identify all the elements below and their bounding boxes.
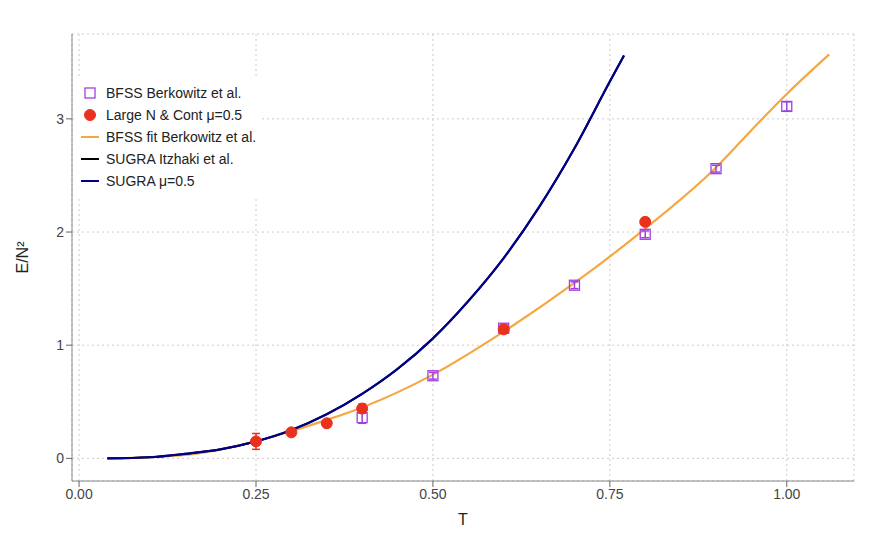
svg-text:1: 1 bbox=[56, 337, 64, 353]
html-text:BFSS fit Berkowitz et al.: BFSS fit Berkowitz et al. bbox=[106, 129, 257, 145]
svg-text:1.00: 1.00 bbox=[773, 486, 800, 502]
svg-text:0.75: 0.75 bbox=[596, 486, 623, 502]
svg-text:0.25: 0.25 bbox=[242, 486, 269, 502]
html-text:Large N & Cont μ=0.5: Large N & Cont μ=0.5 bbox=[106, 107, 243, 123]
svg-text:3: 3 bbox=[56, 111, 64, 127]
html-text:SUGRA Itzhaki et al.: SUGRA Itzhaki et al. bbox=[106, 151, 234, 167]
svg-text:0.50: 0.50 bbox=[419, 486, 446, 502]
html-text:SUGRA μ=0.5: SUGRA μ=0.5 bbox=[106, 173, 195, 189]
svg-text:E/N²: E/N² bbox=[14, 241, 31, 274]
svg-text:2: 2 bbox=[56, 224, 64, 240]
svg-text:T: T bbox=[458, 511, 468, 528]
svg-text:0.00: 0.00 bbox=[65, 486, 92, 502]
svg-text:0: 0 bbox=[56, 450, 64, 466]
html-text:BFSS Berkowitz et al.: BFSS Berkowitz et al. bbox=[106, 85, 242, 101]
